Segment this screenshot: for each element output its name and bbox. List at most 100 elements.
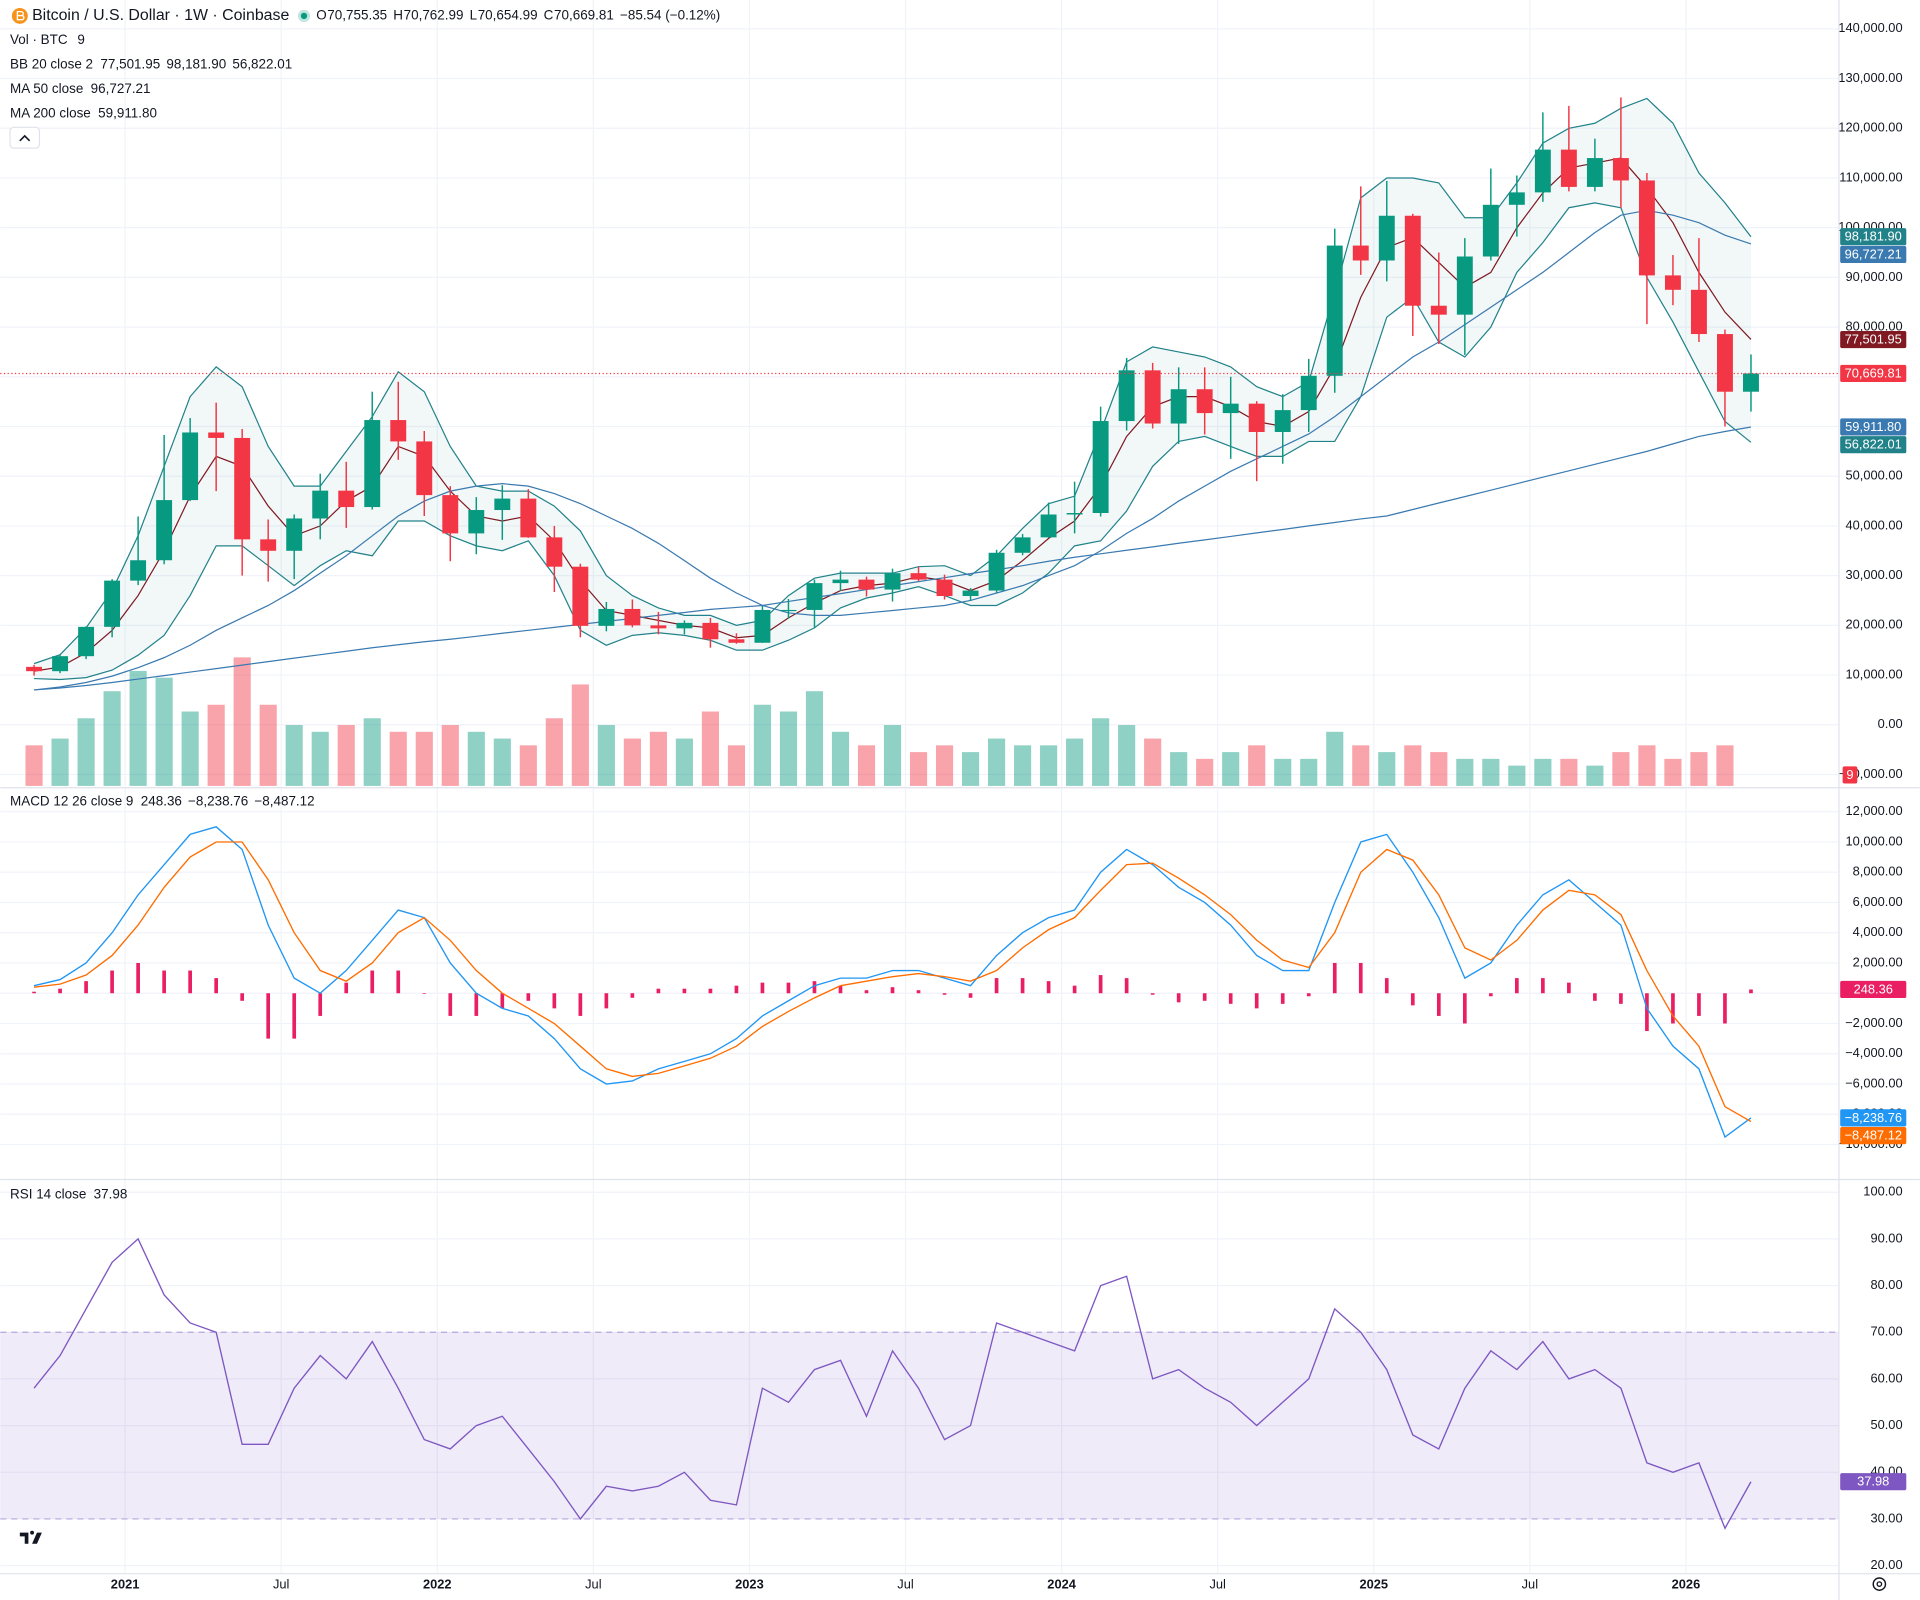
macd-histogram-bar xyxy=(396,970,401,994)
volume-bar xyxy=(675,738,693,786)
macd-histogram-bar xyxy=(1645,993,1649,1032)
macd-histogram-bar xyxy=(864,990,869,994)
macd-histogram-bar xyxy=(1072,985,1077,994)
candle-body xyxy=(286,518,303,551)
macd-histogram-bar xyxy=(1462,993,1467,1024)
candle-body xyxy=(1118,370,1135,422)
price-tag-label: −8,238.76 xyxy=(1844,1110,1902,1125)
tradingview-logo-mark xyxy=(19,1532,42,1544)
candle-body xyxy=(520,498,537,538)
candle-body xyxy=(702,622,719,640)
volume-bar xyxy=(259,704,277,786)
x-tick-label: Jul xyxy=(585,1577,601,1592)
volume-bar xyxy=(1534,758,1552,786)
price-tag xyxy=(1840,436,1907,454)
x-tick-label: 2024 xyxy=(1047,1577,1076,1592)
volume-bar xyxy=(1482,758,1500,786)
candle-body xyxy=(884,573,901,590)
macd-histogram-bar xyxy=(1124,978,1129,994)
macd-histogram-bar xyxy=(58,988,62,994)
macd-histogram-bar xyxy=(968,993,973,998)
y-tick-label: 40,000.00 xyxy=(1845,517,1902,532)
volume-bar xyxy=(415,731,433,786)
candle-body xyxy=(624,608,641,626)
y-tick-label: 12,000.00 xyxy=(1845,803,1902,818)
legend-value: 59,911.80 xyxy=(98,105,157,120)
legend-value: 77,501.95 xyxy=(100,56,160,71)
volume-bar xyxy=(519,745,537,786)
legend-value: 9 xyxy=(77,32,84,47)
candle-body xyxy=(26,666,43,672)
candle-body xyxy=(260,539,277,551)
candle-body xyxy=(312,490,329,519)
candle-body xyxy=(1508,192,1525,205)
volume-bar xyxy=(1352,745,1370,786)
candle-body xyxy=(1196,389,1213,414)
volume-bar xyxy=(649,731,667,786)
macd-histogram-bar xyxy=(552,993,557,1009)
macd-histogram-bar xyxy=(422,993,427,994)
price-tag-label: 248.36 xyxy=(1854,981,1893,996)
y-tick-label: 30.00 xyxy=(1870,1510,1902,1525)
macd-histogram-bar xyxy=(734,985,739,994)
candle-body xyxy=(416,441,433,496)
price-tag xyxy=(1840,245,1907,264)
candle-body xyxy=(1560,149,1577,187)
candle-body xyxy=(1300,375,1317,411)
y-tick-label: 50.00 xyxy=(1870,1417,1902,1432)
volume-bar xyxy=(988,738,1006,786)
macd-histogram-bar xyxy=(682,988,687,994)
tradingview-logo[interactable] xyxy=(13,1524,48,1554)
volume-bar xyxy=(155,677,173,786)
volume-bar xyxy=(233,657,251,786)
volume-bar xyxy=(181,711,199,786)
candle-body xyxy=(1430,305,1447,315)
candle-body xyxy=(1482,204,1499,257)
legend-value: 37.98 xyxy=(94,1186,128,1201)
price-tag-label: −8,487.12 xyxy=(1844,1128,1902,1143)
y-tick-label: 120,000.00 xyxy=(1838,120,1902,135)
y-tick-label: 10,000.00 xyxy=(1845,666,1902,681)
price-tag xyxy=(1840,1109,1907,1127)
volume-bar xyxy=(1196,758,1214,786)
collapse-legend-button[interactable] xyxy=(9,126,41,149)
ohlc-value: 70,762.99 xyxy=(404,7,464,22)
candle-body xyxy=(1248,403,1265,432)
candle-body xyxy=(104,580,121,627)
ohlc-value: 70,755.35 xyxy=(327,7,387,22)
macd-histogram-bar xyxy=(1280,993,1285,1004)
legend-name: RSI 14 close xyxy=(10,1186,86,1201)
macd-histogram-bar xyxy=(474,993,479,1016)
macd-line xyxy=(33,826,1752,1139)
legend-value: 56,822.01 xyxy=(232,56,292,71)
macd-histogram-bar xyxy=(1619,993,1623,1004)
y-tick-label: 130,000.00 xyxy=(1838,70,1902,85)
macd-histogram-bar xyxy=(1150,993,1155,995)
volume-bar xyxy=(1092,718,1110,786)
settings-button[interactable] xyxy=(1872,1577,1887,1591)
volume-bar xyxy=(1404,745,1422,786)
candle-body xyxy=(1352,245,1369,261)
macd-histogram-bar xyxy=(292,993,297,1039)
volume-bar xyxy=(1040,745,1058,786)
macd-histogram-bar xyxy=(916,990,921,994)
legend-name: MACD 12 26 close 9 xyxy=(10,793,133,808)
macd-histogram-bar xyxy=(344,982,349,994)
candle-body xyxy=(728,639,745,643)
candle-body xyxy=(364,420,381,508)
macd-histogram-bar xyxy=(1436,993,1441,1016)
candle-body xyxy=(494,498,511,511)
candle-body xyxy=(962,590,979,597)
x-tick-label: 2025 xyxy=(1359,1577,1388,1592)
macd-histogram-bar xyxy=(318,993,323,1016)
candle-body xyxy=(468,510,485,534)
volume-bar xyxy=(935,745,954,786)
volume-bar xyxy=(1300,758,1318,786)
macd-histogram-bar xyxy=(162,970,166,994)
macd-histogram-bar xyxy=(1384,978,1389,994)
y-tick-label: −2,000.00 xyxy=(1845,1015,1903,1030)
y-tick-label: 20.00 xyxy=(1870,1557,1902,1572)
volume-bar xyxy=(805,691,824,786)
y-tick-label: 100.00 xyxy=(1863,1184,1902,1199)
y-tick-label: 6,000.00 xyxy=(1853,894,1903,909)
